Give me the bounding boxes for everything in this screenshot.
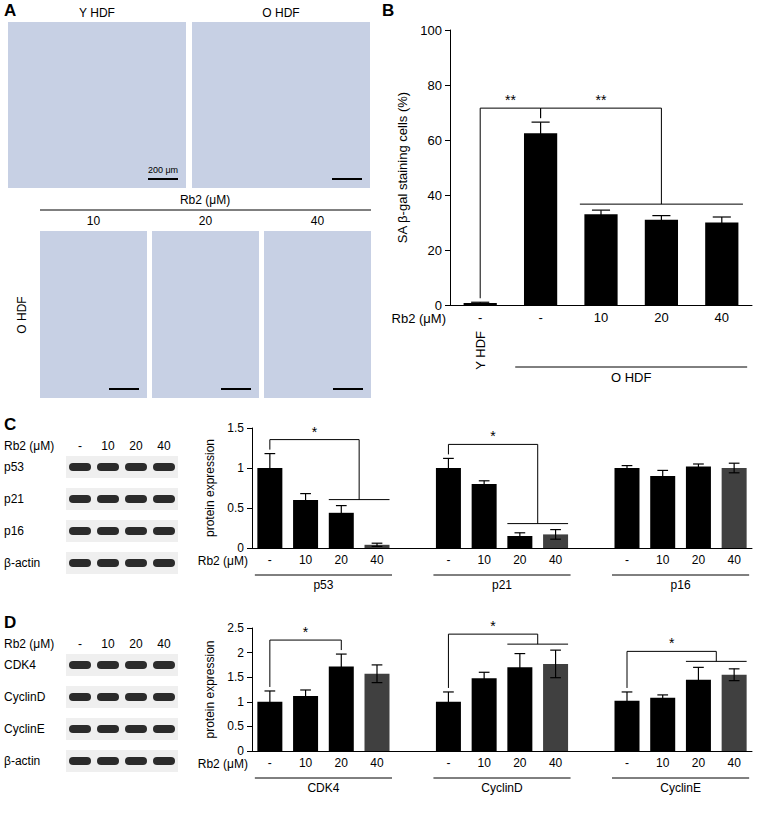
svg-text:20: 20 bbox=[692, 553, 706, 567]
svg-text:100: 100 bbox=[420, 23, 442, 38]
svg-text:10: 10 bbox=[656, 553, 670, 567]
svg-text:protein expression: protein expression bbox=[203, 439, 217, 537]
html-text:10: 10 bbox=[101, 637, 115, 651]
svg-text:-: - bbox=[446, 553, 450, 567]
svg-text:10: 10 bbox=[299, 756, 313, 770]
html-text:O HDF: O HDF bbox=[611, 370, 652, 385]
html-text:CyclinD: CyclinD bbox=[4, 690, 46, 704]
html-text:Rb2 (μM): Rb2 (μM) bbox=[197, 554, 248, 568]
html-text:10: 10 bbox=[86, 214, 101, 228]
svg-text:20: 20 bbox=[513, 553, 527, 567]
svg-text:10: 10 bbox=[656, 756, 670, 770]
html-text:CyclinD: CyclinD bbox=[481, 781, 523, 795]
svg-text:40: 40 bbox=[727, 553, 741, 567]
html-text:A: A bbox=[4, 0, 17, 20]
svg-text:0: 0 bbox=[435, 298, 442, 313]
html-text:p21: p21 bbox=[492, 578, 512, 592]
svg-text:-: - bbox=[268, 756, 272, 770]
svg-text:10: 10 bbox=[299, 553, 313, 567]
svg-text:10: 10 bbox=[477, 553, 491, 567]
svg-text:20: 20 bbox=[335, 553, 349, 567]
html-text:O HDF: O HDF bbox=[262, 6, 300, 20]
html-text:p21: p21 bbox=[4, 492, 24, 506]
svg-text:40: 40 bbox=[549, 553, 563, 567]
svg-text:40: 40 bbox=[428, 188, 442, 203]
html-text:20: 20 bbox=[198, 214, 213, 228]
html-text:Rb2 (μM): Rb2 (μM) bbox=[4, 439, 55, 453]
html-text:β-actin: β-actin bbox=[4, 556, 41, 570]
svg-text:0: 0 bbox=[237, 541, 244, 555]
html-text:CDK4: CDK4 bbox=[4, 658, 36, 672]
html-text:40: 40 bbox=[157, 637, 171, 651]
html-text:Rb2 (μM): Rb2 (μM) bbox=[391, 310, 446, 326]
svg-text:-: - bbox=[625, 756, 629, 770]
svg-text:40: 40 bbox=[370, 756, 384, 770]
svg-text:40: 40 bbox=[549, 756, 563, 770]
html-text:CyclinE: CyclinE bbox=[4, 722, 45, 736]
html-text:CyclinE: CyclinE bbox=[660, 781, 701, 795]
html-text:B: B bbox=[382, 0, 395, 20]
html-text:p53: p53 bbox=[4, 460, 24, 474]
svg-text:-: - bbox=[268, 553, 272, 567]
svg-text:0.5: 0.5 bbox=[227, 719, 244, 733]
svg-text:20: 20 bbox=[428, 243, 442, 258]
html-text:Y HDF: Y HDF bbox=[472, 331, 488, 370]
svg-text:0.5: 0.5 bbox=[227, 501, 244, 515]
svg-text:1.5: 1.5 bbox=[227, 421, 244, 435]
html-text:p53: p53 bbox=[313, 578, 334, 592]
html-text:40: 40 bbox=[157, 439, 171, 453]
svg-text:10: 10 bbox=[594, 310, 608, 325]
svg-text:20: 20 bbox=[335, 756, 349, 770]
svg-text:10: 10 bbox=[477, 756, 491, 770]
svg-text:80: 80 bbox=[428, 78, 442, 93]
svg-text:20: 20 bbox=[654, 310, 668, 325]
svg-text:0: 0 bbox=[237, 744, 244, 758]
html-text:Y HDF: Y HDF bbox=[79, 6, 115, 20]
html-text:D: D bbox=[4, 612, 17, 632]
svg-text:20: 20 bbox=[513, 756, 527, 770]
html-text:Rb2 (μM): Rb2 (μM) bbox=[197, 757, 248, 771]
svg-text:60: 60 bbox=[428, 133, 442, 148]
svg-text:-: - bbox=[625, 553, 629, 567]
html-text:β-actin: β-actin bbox=[4, 754, 41, 768]
html-text:20: 20 bbox=[129, 439, 143, 453]
html-text:20: 20 bbox=[129, 637, 143, 651]
html-text:Rb2 (μM): Rb2 (μM) bbox=[179, 193, 231, 207]
svg-text:40: 40 bbox=[727, 756, 741, 770]
svg-text:40: 40 bbox=[370, 553, 384, 567]
svg-text:-: - bbox=[478, 310, 482, 325]
html-text:p16: p16 bbox=[670, 578, 691, 592]
html-text:40: 40 bbox=[310, 214, 325, 228]
html-text:200 μm: 200 μm bbox=[147, 165, 179, 175]
html-text:p16: p16 bbox=[4, 524, 24, 538]
svg-text:protein expression: protein expression bbox=[203, 640, 217, 738]
svg-text:40: 40 bbox=[715, 310, 729, 325]
svg-text:2: 2 bbox=[237, 646, 244, 660]
html-text:Rb2 (μM): Rb2 (μM) bbox=[4, 637, 55, 651]
svg-text:-: - bbox=[446, 756, 450, 770]
html-text:C: C bbox=[4, 414, 17, 434]
html-text:O HDF: O HDF bbox=[15, 296, 29, 334]
html-text:10: 10 bbox=[101, 439, 115, 453]
svg-text:20: 20 bbox=[692, 756, 706, 770]
svg-text:1: 1 bbox=[237, 695, 244, 709]
html-text:CDK4: CDK4 bbox=[307, 781, 340, 795]
svg-text:2.5: 2.5 bbox=[227, 621, 244, 635]
svg-text:-: - bbox=[538, 310, 542, 325]
svg-text:1.5: 1.5 bbox=[227, 670, 244, 684]
svg-text:SA β-gal staining cells (%): SA β-gal staining cells (%) bbox=[395, 92, 410, 243]
svg-text:1: 1 bbox=[237, 461, 244, 475]
